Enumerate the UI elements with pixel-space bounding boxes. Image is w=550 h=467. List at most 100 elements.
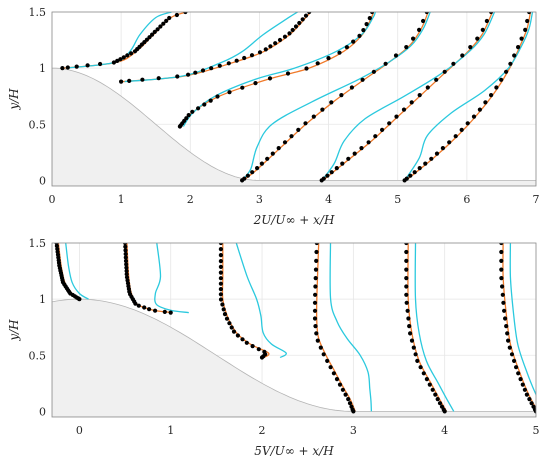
data-point: [273, 41, 278, 46]
data-point: [123, 251, 128, 257]
data-point: [349, 85, 354, 90]
data-point: [218, 297, 224, 302]
data-point: [175, 74, 180, 79]
data-point: [186, 72, 191, 77]
data-point: [222, 312, 228, 317]
data-point: [499, 258, 504, 263]
data-point: [255, 166, 260, 171]
data-point: [215, 94, 220, 99]
data-point: [312, 316, 318, 321]
data-point: [523, 27, 528, 32]
data-point: [404, 284, 409, 289]
data-point: [347, 401, 353, 406]
data-point: [123, 255, 128, 260]
data-point: [360, 77, 365, 82]
data-point: [224, 316, 230, 321]
data-point: [218, 281, 223, 286]
data-point: [434, 151, 440, 156]
data-point: [401, 107, 407, 112]
data-point: [418, 365, 423, 370]
data-point: [339, 93, 344, 98]
data-point: [227, 321, 232, 326]
data-point: [242, 176, 247, 181]
data-point: [394, 114, 399, 119]
data-point: [405, 308, 410, 313]
data-point: [218, 243, 223, 246]
data-point: [119, 79, 124, 84]
profile-line-cyan: [235, 243, 287, 359]
data-point: [520, 382, 525, 387]
data-point: [468, 45, 473, 50]
data-point: [447, 140, 452, 145]
data-point: [218, 287, 223, 292]
profile-line-cyan: [65, 243, 89, 300]
data-point: [136, 303, 141, 308]
data-point: [380, 127, 385, 132]
data-point: [125, 278, 130, 283]
data-point: [421, 371, 426, 376]
data-point: [282, 140, 288, 145]
data-point: [516, 45, 521, 50]
data-point: [340, 161, 345, 166]
data-point: [125, 53, 130, 58]
data-point: [190, 109, 195, 114]
data-point: [499, 249, 504, 255]
profile-line-cyan: [329, 243, 373, 412]
data-point: [307, 12, 312, 15]
profile-line-cyan: [65, 12, 172, 69]
data-point: [504, 69, 509, 74]
data-point: [124, 272, 129, 277]
data-point: [439, 404, 445, 409]
data-point: [262, 349, 267, 354]
y-axis-label: y/H: [7, 319, 21, 342]
x-axis-label: 2U/U∞ + x/H: [253, 213, 335, 227]
data-point: [516, 371, 521, 376]
hill-shape: [52, 67, 536, 186]
data-point: [256, 347, 261, 352]
plot-area: [52, 12, 536, 186]
data-point: [522, 387, 528, 392]
profile-line-orange: [407, 243, 448, 412]
data-point: [315, 338, 320, 343]
data-point: [282, 34, 288, 39]
data-point: [367, 16, 372, 21]
data-point: [111, 60, 116, 65]
data-point: [208, 98, 213, 103]
y-tick-label: 0.5: [29, 349, 47, 362]
data-point: [508, 61, 513, 66]
data-point: [527, 397, 532, 402]
data-point: [74, 64, 79, 69]
data-point: [499, 243, 504, 246]
data-point: [267, 76, 273, 81]
y-tick-label: 1.5: [29, 237, 47, 250]
data-point: [313, 267, 319, 272]
chart-panel-1: 0 1 2 3 4 5 6 7 0 0.5 1 1.5 2U/U∞ + x/H y/H: [7, 6, 540, 227]
data-point: [340, 387, 345, 392]
data-point: [404, 276, 409, 281]
data-point: [460, 53, 465, 58]
data-point: [459, 127, 464, 132]
data-point: [404, 243, 409, 246]
x-axis-label: 5V/U∞ + x/H: [254, 444, 334, 458]
data-point: [440, 146, 445, 151]
data-point: [315, 61, 320, 66]
data-point: [140, 77, 145, 82]
data-point: [218, 259, 223, 264]
data-point: [501, 300, 506, 305]
data-point: [85, 63, 90, 68]
data-point: [142, 305, 147, 310]
data-point: [202, 102, 207, 107]
data-point: [186, 113, 191, 118]
profile-line-cyan: [241, 12, 431, 181]
data-point: [499, 267, 504, 272]
data-point: [434, 77, 439, 82]
x-tick-label: 1: [118, 193, 125, 206]
data-point: [268, 44, 273, 49]
data-point: [313, 292, 318, 297]
data-point: [404, 176, 409, 181]
y-tick-label: 1: [39, 62, 46, 75]
data-point: [270, 151, 275, 156]
data-point: [218, 276, 223, 281]
data-point: [312, 300, 318, 305]
data-point: [344, 45, 349, 50]
